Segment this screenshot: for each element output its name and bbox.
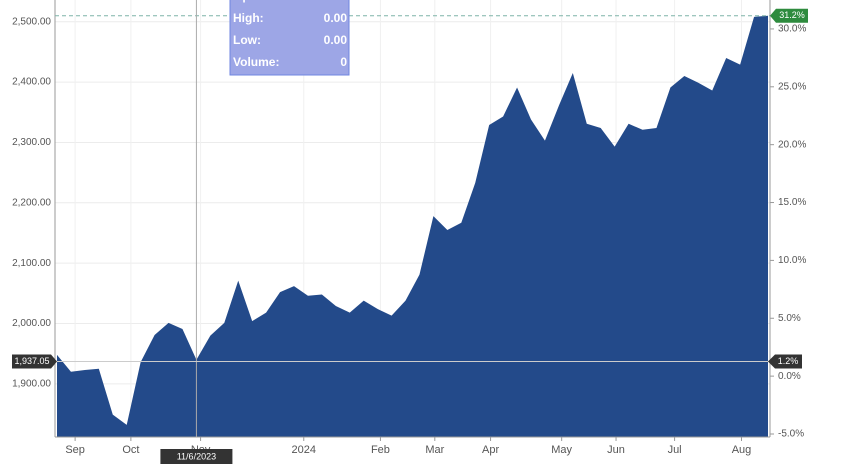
tag-shape [160,449,233,464]
y-tick-label: 2,100.00 [12,258,51,269]
y-tick-label: 2,500.00 [12,16,51,27]
last-value-label: 31.2% [779,10,805,20]
tag-shape [12,354,57,369]
y-tick-label: 2,200.00 [12,197,51,208]
x-tick-label: Sep [65,444,85,456]
tooltip-value: 0.00 [324,11,348,25]
tooltip-value: 0 [340,55,347,69]
tooltip-box [229,0,350,76]
crosshair-y2-label: 1.2% [778,356,799,366]
y2-tick-label: -5.0% [778,429,804,440]
y-tick-label: 2,300.00 [12,137,51,148]
y2-tick-label: 20.0% [778,139,806,150]
crosshair-x-label: 11/6/2023 [177,451,216,461]
tooltip-key: Open: [233,0,268,3]
y2-tick-label: 5.0% [778,313,801,324]
crosshair-y2-tag: 1.2% [768,354,802,369]
y2-tick-label: 30.0% [778,24,806,35]
x-tick-label: Aug [732,444,752,456]
last-value-tag: 31.2% [770,8,808,23]
y2-tick-label: 10.0% [778,255,806,266]
y2-tick-label: 0.0% [778,371,801,382]
crosshair-x-tag: 11/6/2023 [160,449,233,464]
x-tick-label: Feb [371,444,390,456]
tooltip-key: Volume: [233,55,279,69]
y2-tick-label: 25.0% [778,81,806,92]
x-tick-label: Jul [668,444,682,456]
tooltip-value: 0.00 [324,0,348,3]
x-tick-label: Mar [425,444,444,456]
x-tick-label: Apr [482,444,499,456]
x-tick-label: Jun [607,444,625,456]
tag-shape [768,354,802,369]
tag-shape [770,8,808,23]
tooltip-key: Low: [233,33,261,47]
y-tick-label: 2,000.00 [12,318,51,329]
crosshair-y-label: 1,937.05 [14,356,49,366]
tooltip-key: High: [233,11,264,25]
y2-tick-label: 15.0% [778,197,806,208]
area [57,15,768,438]
x-tick-label: 2024 [292,444,316,456]
x-tick-label: Oct [122,444,139,456]
x-tick-label: May [551,444,572,456]
tooltip: Open: 0.00 High: 0.00 Low: 0.00 Volume: 0 [229,0,350,76]
y-tick-label: 1,900.00 [12,379,51,390]
y-tick-label: 2,400.00 [12,77,51,88]
tooltip-value: 0.00 [324,33,348,47]
crosshair-y-tag: 1,937.05 [12,354,57,369]
